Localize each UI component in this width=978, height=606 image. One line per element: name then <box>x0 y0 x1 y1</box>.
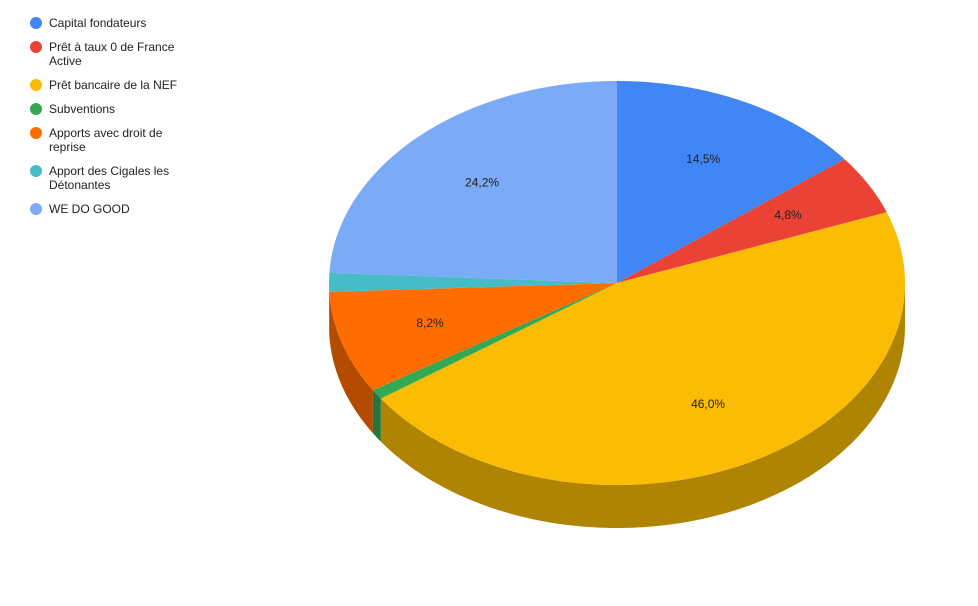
slice-side <box>329 291 373 434</box>
legend-swatch <box>30 41 42 53</box>
slice <box>617 81 845 283</box>
legend-swatch <box>30 103 42 115</box>
data-label: 46,0% <box>691 397 725 411</box>
legend-item: Apports avec droit de reprise <box>30 126 200 154</box>
slice <box>329 81 617 283</box>
legend-label: Prêt bancaire de la NEF <box>49 78 178 92</box>
legend-label: Capital fondateurs <box>49 16 147 30</box>
slice <box>380 212 906 485</box>
legend-label: Apport des Cigales les Détonantes <box>49 164 170 192</box>
legend-swatch <box>30 127 42 139</box>
data-label: 4,8% <box>774 208 802 222</box>
slice-side <box>372 390 381 442</box>
legend-swatch <box>30 165 42 177</box>
legend-label: Subventions <box>49 102 116 116</box>
legend-swatch <box>30 203 42 215</box>
slice <box>372 283 617 399</box>
slice-side <box>380 283 906 528</box>
legend-label: Apports avec droit de reprise <box>49 126 163 154</box>
slice <box>329 272 617 292</box>
legend-swatch <box>30 79 42 91</box>
data-label: 24,2% <box>465 176 499 190</box>
legend: Capital fondateurs Prêt à taux 0 de Franc… <box>30 16 200 226</box>
legend-item: Subventions <box>30 102 200 116</box>
legend-swatch <box>30 17 42 29</box>
slice <box>617 159 887 283</box>
data-label: 8,2% <box>416 316 444 330</box>
data-label: 14,5% <box>686 152 720 166</box>
legend-label: Prêt à taux 0 de France Active <box>49 40 175 68</box>
legend-item: Capital fondateurs <box>30 16 200 30</box>
legend-label: WE DO GOOD <box>49 202 130 216</box>
slice <box>329 283 617 391</box>
legend-item: Prêt bancaire de la NEF <box>30 78 200 92</box>
legend-item: WE DO GOOD <box>30 202 200 216</box>
legend-item: Apport des Cigales les Détonantes <box>30 164 200 192</box>
legend-item: Prêt à taux 0 de France Active <box>30 40 200 68</box>
